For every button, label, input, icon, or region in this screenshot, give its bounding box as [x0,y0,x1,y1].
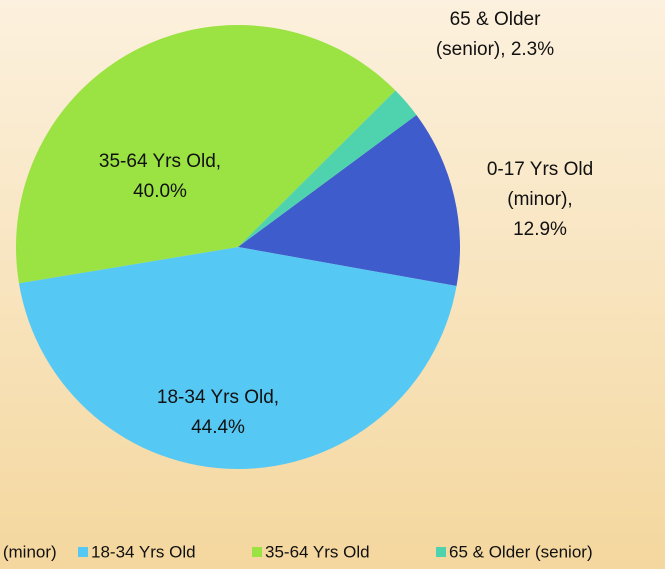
pie-slice [15,25,396,284]
pie-slice [238,114,461,287]
legend-swatch [252,547,262,557]
legend-label: 65 & Older (senior) [449,542,593,561]
data-label: 18-34 Yrs Old, [157,387,279,408]
data-label: 65 & Older [450,9,541,30]
data-label: 0-17 Yrs Old [487,159,593,180]
legend-swatch [436,547,446,557]
data-label: (minor), [507,189,572,210]
legend-label: 0-17 Yrs Old (minor) [0,542,57,561]
data-label: 35-64 Yrs Old, [99,151,221,172]
legend-label: 18-34 Yrs Old [91,542,196,561]
legend-swatch [78,547,88,557]
data-label: 40.0% [133,181,187,202]
data-label: 12.9% [513,219,567,240]
data-label: (senior), 2.3% [436,39,554,60]
data-label: 44.4% [191,417,245,438]
pie-slice [238,90,417,247]
legend-label: 35-64 Yrs Old [265,542,370,561]
pie-slice [18,247,457,470]
